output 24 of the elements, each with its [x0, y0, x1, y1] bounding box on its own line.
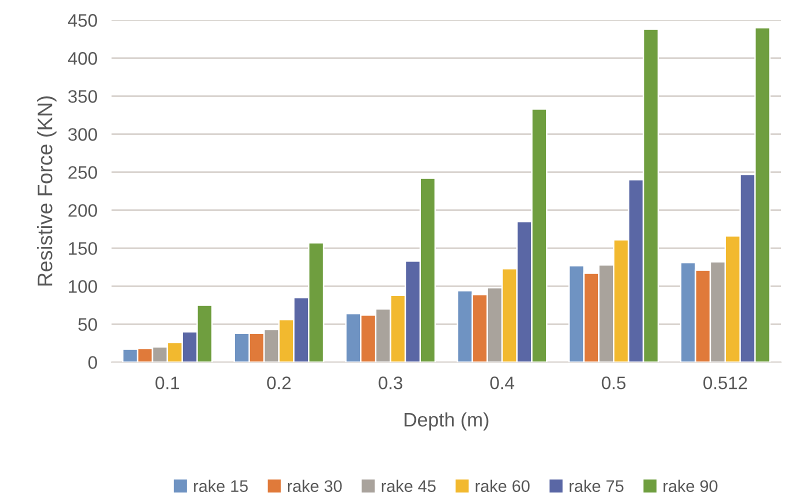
legend-label: rake 30	[288, 480, 342, 492]
x-tick-label: 0.5	[602, 376, 626, 390]
x-tick-label: 0.1	[156, 376, 180, 390]
legend-label: rake 60	[476, 480, 530, 492]
y-tick-label: 0	[88, 356, 97, 369]
y-tick-label: 350	[68, 90, 97, 103]
y-tick-label: 100	[68, 280, 97, 293]
y-tick-label: 200	[68, 204, 97, 217]
y-tick-label: 250	[68, 166, 97, 179]
y-axis-title: Resistive Force (KN)	[37, 96, 56, 286]
legend-label: rake 15	[194, 480, 248, 492]
y-tick-label: 400	[68, 52, 97, 65]
y-tick-label: 300	[68, 128, 97, 141]
legend-label: rake 90	[664, 480, 718, 492]
x-tick-label: 0.512	[703, 376, 747, 390]
legend-label: rake 45	[382, 480, 436, 492]
x-tick-label: 0.3	[378, 376, 402, 390]
y-tick-label: 150	[68, 242, 97, 255]
y-tick-label: 50	[78, 318, 97, 331]
x-tick-label: 0.4	[490, 376, 514, 390]
legend-label: rake 75	[570, 480, 624, 492]
y-tick-label: 450	[68, 14, 97, 27]
x-tick-label: 0.2	[267, 376, 291, 390]
x-axis-title: Depth (m)	[404, 412, 488, 430]
